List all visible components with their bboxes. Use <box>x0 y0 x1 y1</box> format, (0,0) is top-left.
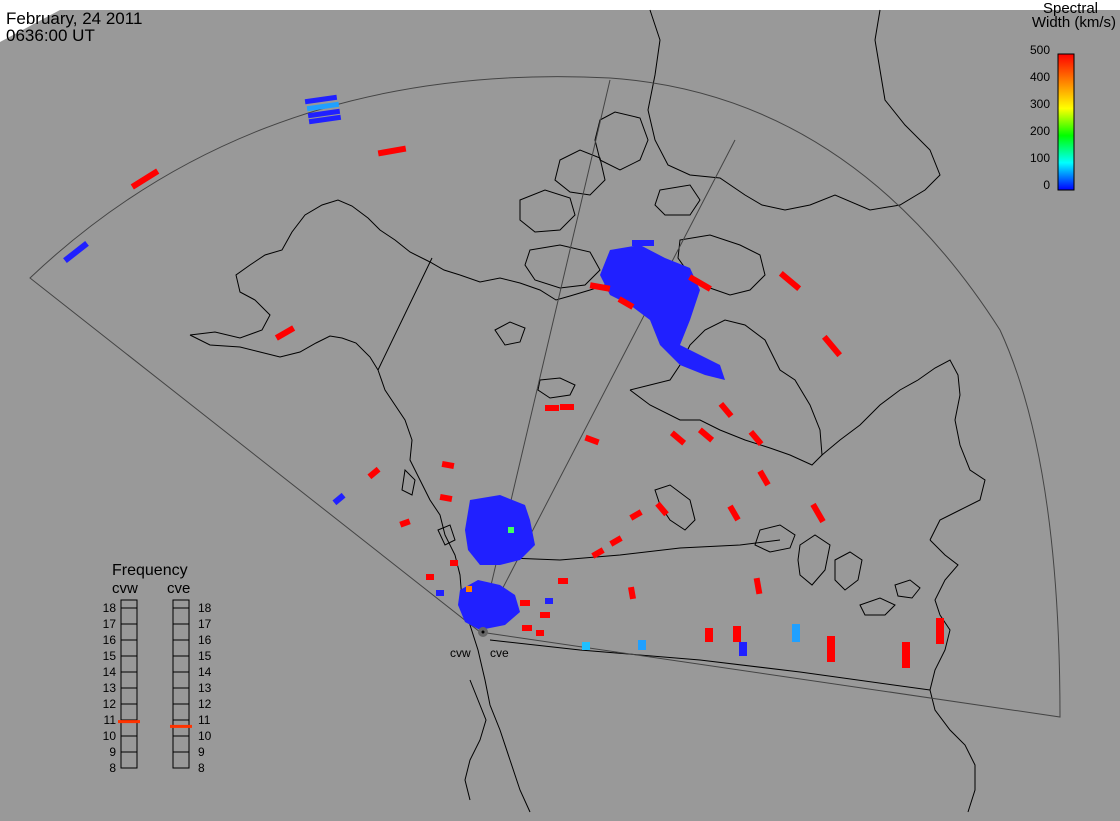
frequency-scale-label: 12 <box>198 697 212 711</box>
frequency-scale-label: 10 <box>198 729 212 743</box>
frequency-scale-label: 17 <box>198 617 212 631</box>
date-label: February, 24 2011 <box>6 9 142 28</box>
frequency-scale: 18 18 17 17 16 16 15 15 14 14 13 13 12 12 11 11 10 10 9 9 8 8 <box>103 601 212 775</box>
frequency-scale-label: 17 <box>103 617 117 631</box>
frequency-scale-label: 12 <box>103 697 117 711</box>
frequency-scale-label: 10 <box>103 729 117 743</box>
frequency-scale-label: 9 <box>109 745 116 759</box>
radar-label-cvw: cvw <box>450 646 471 660</box>
frequency-marker-cvw <box>118 720 140 724</box>
frequency-scale-label: 14 <box>198 665 212 679</box>
frequency-scale-label: 18 <box>103 601 117 615</box>
colorbar-tick: 200 <box>1030 124 1050 138</box>
frequency-radar-label-cvw: cvw <box>112 580 138 597</box>
colorbar-tick-labels: 500 400 300 200 100 0 <box>1030 43 1050 192</box>
echo-cells <box>63 94 944 668</box>
frequency-scale-label: 9 <box>198 745 205 759</box>
color-bar: Spectral Width (km/s) 500 400 300 200 10… <box>1030 0 1116 192</box>
radar-label-cve: cve <box>490 646 509 660</box>
frequency-marker-cve <box>170 724 192 728</box>
colorbar-tick: 100 <box>1030 151 1050 165</box>
time-label: 0636:00 UT <box>6 26 95 45</box>
frequency-scale-label: 16 <box>198 633 212 647</box>
frequency-grid <box>121 607 189 769</box>
frequency-scale-label: 14 <box>103 665 117 679</box>
frequency-scale-label: 8 <box>109 761 116 775</box>
frequency-scale-label: 15 <box>103 649 117 663</box>
colorbar-gradient <box>1057 53 1075 191</box>
colorbar-tick: 0 <box>1043 178 1050 192</box>
colorbar-tick: 400 <box>1030 70 1050 84</box>
frequency-title: Frequency <box>112 562 188 579</box>
colorbar-title-line2: Width (km/s) <box>1032 14 1116 31</box>
radar-sites: cvw cve <box>450 627 509 660</box>
frequency-scale-label: 16 <box>103 633 117 647</box>
frequency-scale-label: 13 <box>103 681 117 695</box>
frequency-scale-label: 15 <box>198 649 212 663</box>
colorbar-tick: 500 <box>1030 43 1050 57</box>
political-boundaries <box>377 257 931 691</box>
frequency-radar-label-cve: cve <box>167 580 190 597</box>
frequency-scale-label: 8 <box>198 761 205 775</box>
map-corner-highlight <box>0 10 60 42</box>
frequency-scale-label: 13 <box>198 681 212 695</box>
colorbar-tick: 300 <box>1030 97 1050 111</box>
frequency-scale-label: 11 <box>104 713 117 727</box>
top-border <box>0 0 1120 10</box>
colorbar-title-line1: Spectral <box>1043 0 1098 17</box>
frequency-scale-label: 18 <box>198 601 212 615</box>
frequency-markers <box>118 720 192 728</box>
frequency-scale-label: 11 <box>198 713 211 727</box>
frequency-panel: Frequency cvw cve 18 18 17 17 16 16 15 15 14 14 13… <box>103 562 212 775</box>
